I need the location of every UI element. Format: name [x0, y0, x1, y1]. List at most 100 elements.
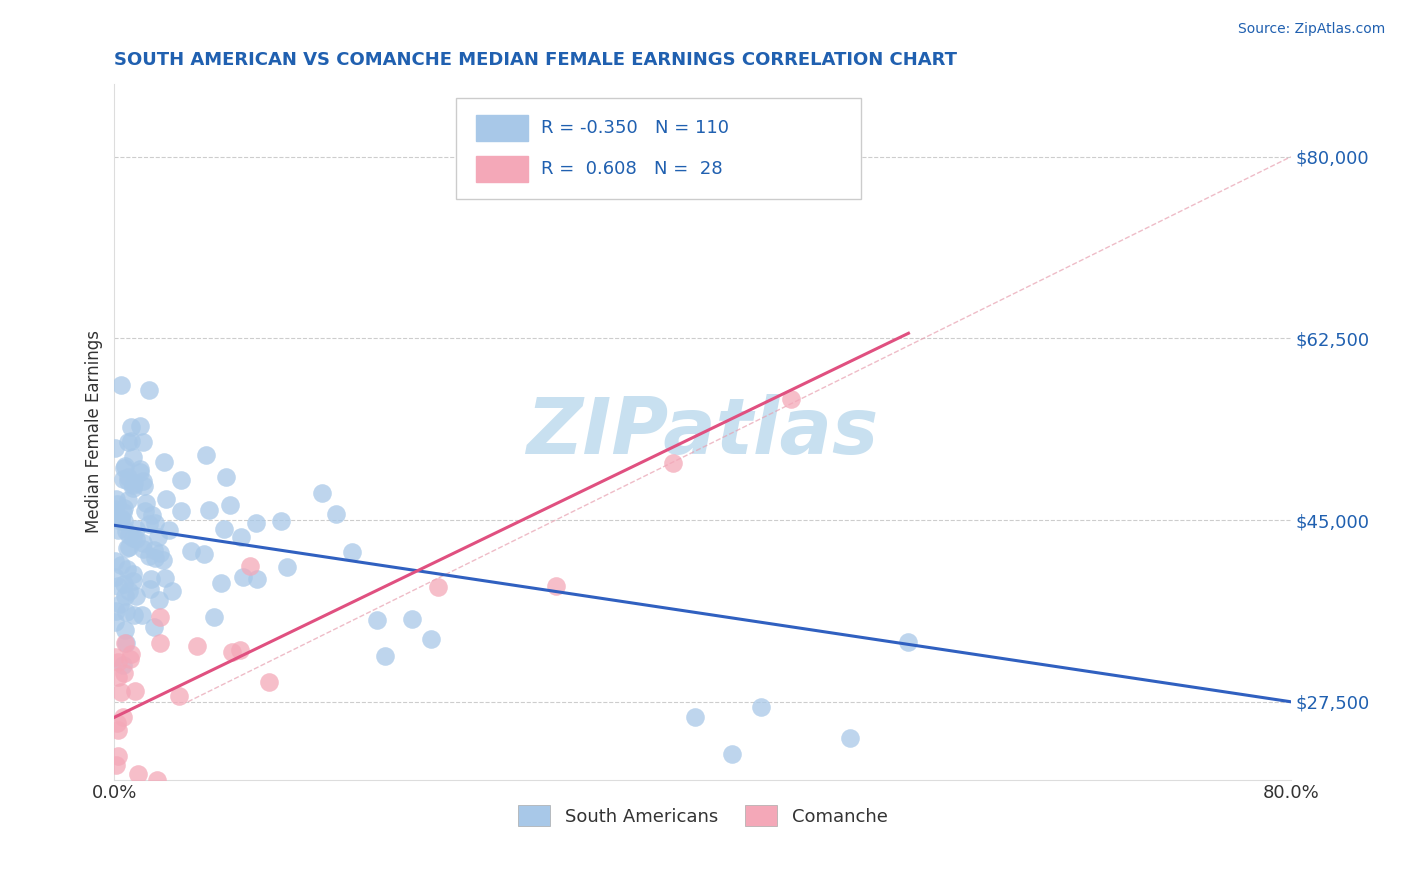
Point — [149, 546, 172, 560]
Point — [120, 419, 142, 434]
Point — [157, 523, 180, 537]
Point — [104, 492, 127, 507]
Point — [186, 639, 208, 653]
Point — [325, 508, 347, 522]
Point — [104, 615, 127, 630]
Point — [110, 378, 132, 392]
Point — [195, 448, 218, 462]
Point — [221, 644, 243, 658]
Point — [120, 647, 142, 661]
Point — [838, 731, 860, 746]
Point — [751, 700, 773, 714]
Point — [139, 572, 162, 586]
Point — [131, 607, 153, 622]
Point — [209, 575, 232, 590]
Point — [215, 470, 238, 484]
Point — [229, 643, 252, 657]
Legend: South Americans, Comanche: South Americans, Comanche — [510, 797, 894, 833]
Point — [149, 610, 172, 624]
Point — [152, 455, 174, 469]
Point — [117, 434, 139, 449]
Point — [143, 620, 166, 634]
Point — [115, 541, 138, 555]
Point — [105, 497, 128, 511]
Point — [125, 589, 148, 603]
Point — [245, 516, 267, 531]
Point — [124, 684, 146, 698]
Point — [104, 570, 127, 584]
Point — [112, 506, 135, 520]
Point — [118, 584, 141, 599]
Point — [148, 593, 170, 607]
Point — [132, 435, 155, 450]
Text: SOUTH AMERICAN VS COMANCHE MEDIAN FEMALE EARNINGS CORRELATION CHART: SOUTH AMERICAN VS COMANCHE MEDIAN FEMALE… — [114, 51, 957, 69]
Point — [142, 543, 165, 558]
Text: R = -0.350   N = 110: R = -0.350 N = 110 — [541, 119, 730, 137]
Point — [229, 530, 252, 544]
Point — [105, 604, 128, 618]
Point — [112, 577, 135, 591]
Point — [131, 475, 153, 489]
Point — [104, 502, 127, 516]
Point — [117, 474, 139, 488]
Point — [276, 560, 298, 574]
Point — [108, 597, 131, 611]
Point — [245, 572, 267, 586]
Point — [270, 514, 292, 528]
Point — [169, 689, 191, 703]
Point — [128, 461, 150, 475]
Point — [180, 544, 202, 558]
Point — [340, 545, 363, 559]
Point — [111, 471, 134, 485]
Point — [114, 606, 136, 620]
Point — [114, 458, 136, 473]
Point — [419, 632, 441, 647]
Point — [141, 508, 163, 523]
Point — [107, 670, 129, 684]
Point — [122, 608, 145, 623]
Point — [104, 553, 127, 567]
Point — [219, 499, 242, 513]
Point — [114, 636, 136, 650]
Point — [114, 624, 136, 638]
Point — [143, 516, 166, 530]
Point — [214, 522, 236, 536]
Point — [131, 535, 153, 549]
Point — [118, 528, 141, 542]
Point — [115, 636, 138, 650]
Point — [115, 524, 138, 539]
Point — [110, 685, 132, 699]
Point — [132, 479, 155, 493]
Point — [122, 531, 145, 545]
Point — [202, 609, 225, 624]
Point — [111, 710, 134, 724]
Point — [110, 511, 132, 525]
Point — [112, 500, 135, 515]
Point — [153, 571, 176, 585]
Point — [118, 540, 141, 554]
Point — [897, 634, 920, 648]
Point — [107, 749, 129, 764]
Point — [112, 665, 135, 680]
Point — [132, 541, 155, 556]
Point — [779, 392, 801, 407]
Point — [170, 473, 193, 487]
Bar — [475, 115, 529, 141]
Text: R =  0.608   N =  28: R = 0.608 N = 28 — [541, 160, 723, 178]
Point — [122, 450, 145, 465]
Point — [721, 747, 744, 761]
Point — [121, 567, 143, 582]
Point — [143, 551, 166, 566]
Point — [138, 549, 160, 563]
Point — [110, 558, 132, 573]
Point — [112, 461, 135, 475]
Point — [107, 578, 129, 592]
Point — [125, 522, 148, 536]
Point — [112, 514, 135, 528]
Point — [134, 504, 156, 518]
Point — [107, 723, 129, 738]
Point — [426, 580, 449, 594]
Point — [160, 583, 183, 598]
Point — [544, 579, 567, 593]
Point — [104, 505, 127, 519]
